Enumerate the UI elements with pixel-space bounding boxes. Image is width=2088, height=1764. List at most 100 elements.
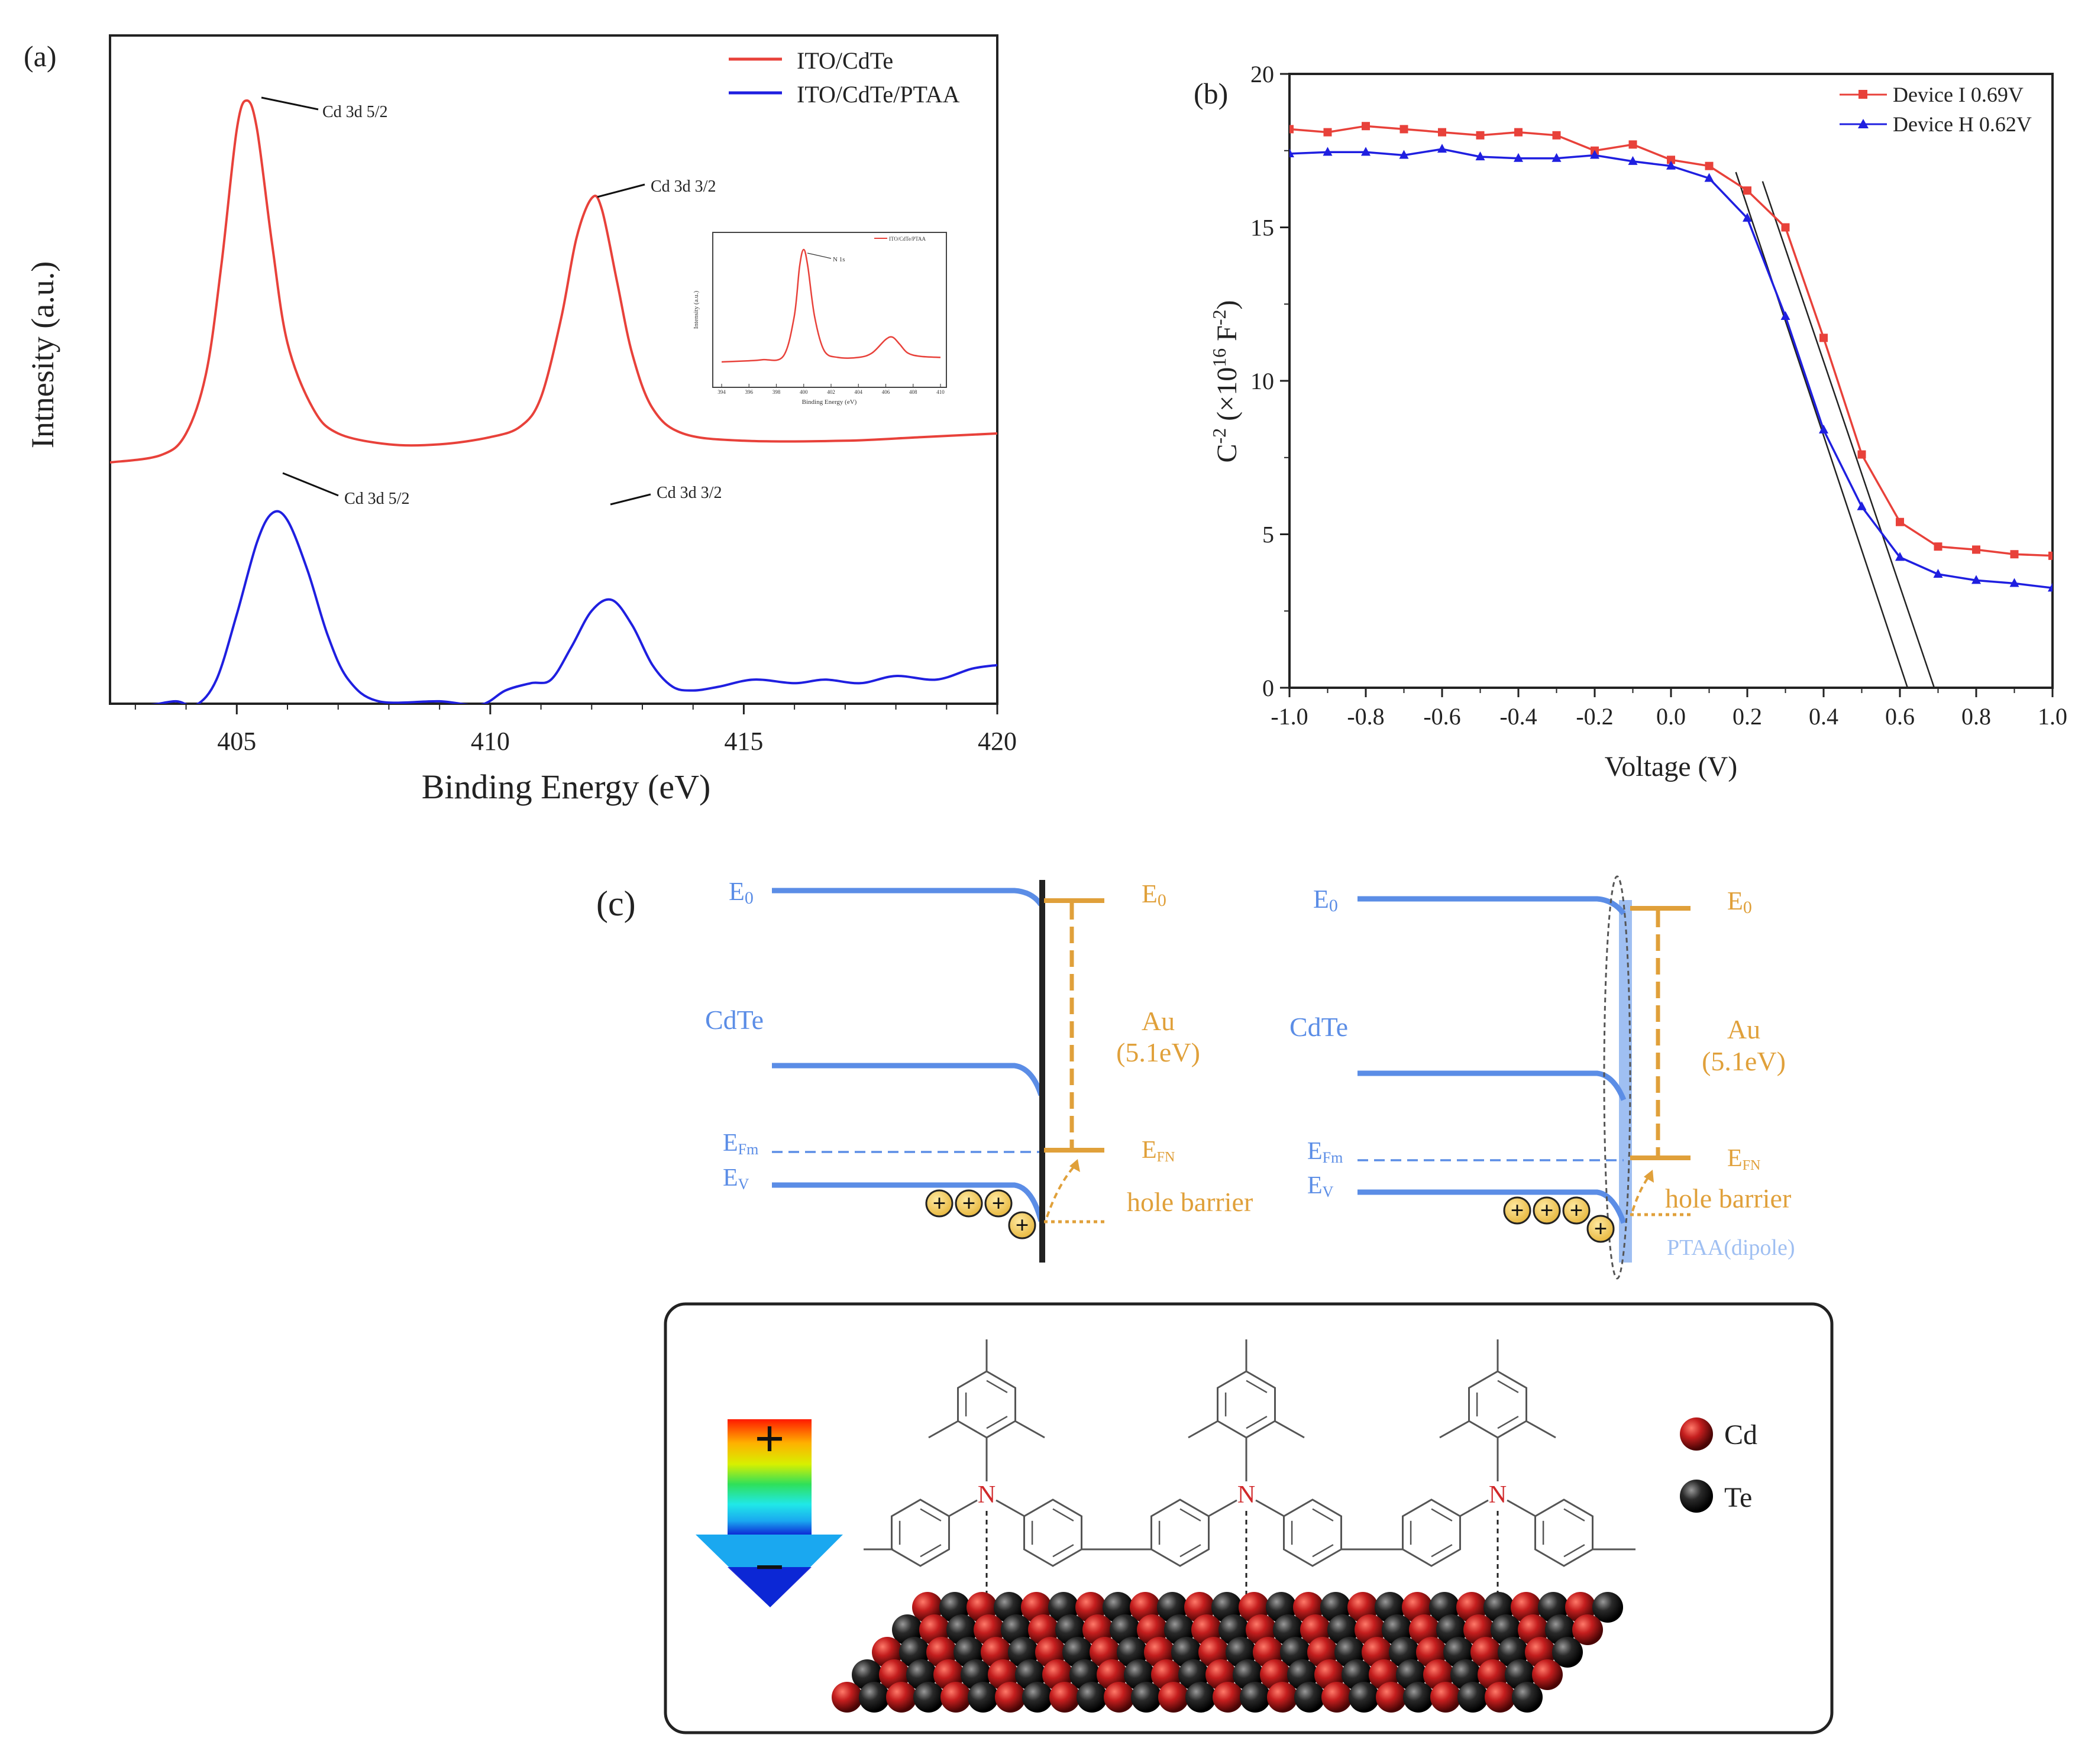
cd-atom bbox=[1049, 1682, 1080, 1713]
n-aryl-bond bbox=[1507, 1499, 1536, 1517]
te-atom bbox=[1592, 1592, 1623, 1623]
legend-device-i-label: Device I 0.69V bbox=[1893, 83, 2024, 106]
annotation-leader bbox=[261, 96, 319, 111]
holes-right: + + + + bbox=[1503, 1196, 1615, 1243]
y-tick-label-b: 10 bbox=[1250, 368, 1274, 394]
dipole-arrow-head-shade bbox=[728, 1567, 812, 1607]
au-label-left: Au bbox=[1142, 1006, 1175, 1036]
device-i-point bbox=[1781, 223, 1790, 232]
n-aryl-bond bbox=[995, 1499, 1025, 1517]
ptaa-dipole-label: PTAA(dipole) bbox=[1667, 1235, 1795, 1260]
methyl-bond bbox=[928, 1420, 959, 1439]
y-tick-label-b: 5 bbox=[1262, 522, 1274, 548]
e0-label-right-sub: 0 bbox=[1329, 896, 1338, 915]
hole-icon: + bbox=[1503, 1196, 1531, 1225]
legend-blue-label: ITO/CdTe/PTAA bbox=[797, 81, 960, 108]
n-aryl-bond bbox=[1459, 1499, 1489, 1517]
cdte-label-left: CdTe bbox=[705, 1005, 764, 1035]
device-i-point bbox=[2048, 551, 2053, 560]
device-i-point bbox=[1628, 140, 1637, 149]
band-diagram-right: E0 CdTe EFm EV E0 Au (5.1eV) EFN hole ba… bbox=[1289, 875, 1795, 1280]
inset-tick-label: 410 bbox=[936, 389, 945, 395]
device-h-point bbox=[1666, 160, 1676, 170]
cd-atom bbox=[940, 1682, 971, 1713]
y-axis-b-pow: -2 bbox=[1208, 428, 1230, 444]
x-tick-label-b: 0.2 bbox=[1733, 703, 1762, 730]
device-h-point bbox=[1289, 148, 1294, 157]
x-axis-a-title: Binding Energy (eV) bbox=[422, 768, 711, 806]
e0-label-left-main: E bbox=[729, 877, 745, 906]
cd-atom bbox=[886, 1682, 917, 1713]
dipole-arrow-shaft bbox=[728, 1419, 812, 1538]
device-i-point bbox=[1514, 128, 1523, 137]
cb-band-left bbox=[772, 1063, 1044, 1096]
te-atom bbox=[1294, 1682, 1325, 1713]
te-atom bbox=[1077, 1682, 1107, 1713]
phenyl-ring-bond bbox=[1052, 1544, 1074, 1558]
y-axis-b-unit: F bbox=[1211, 325, 1243, 348]
device-h-point bbox=[1780, 311, 1790, 321]
phenyl-ring-bond bbox=[920, 1508, 942, 1522]
te-atom bbox=[1185, 1682, 1216, 1713]
efm-label-right-main: E bbox=[1307, 1138, 1323, 1165]
phenyl-ring-bond bbox=[1052, 1508, 1074, 1522]
hole-plus: + bbox=[1594, 1215, 1608, 1242]
hole-barrier-arrow-left bbox=[1046, 1163, 1078, 1218]
device-h-point bbox=[1857, 501, 1867, 510]
inset-xlabel: Binding Energy (eV) bbox=[802, 399, 857, 406]
y-tick-label-b: 15 bbox=[1250, 215, 1274, 241]
au-wf-label-left: (5.1eV) bbox=[1116, 1037, 1200, 1067]
device-i-point bbox=[1362, 122, 1370, 131]
efm-label-right-sub: Fm bbox=[1323, 1149, 1343, 1166]
cd-atom bbox=[995, 1682, 1026, 1713]
dipole-minus: − bbox=[754, 1538, 784, 1597]
hole-plus: + bbox=[1511, 1197, 1524, 1224]
x-tick-label-a: 410 bbox=[471, 727, 510, 756]
ev-label-left-main: E bbox=[723, 1164, 738, 1192]
cd-atom bbox=[1267, 1682, 1298, 1713]
x-axis-b-title: Voltage (V) bbox=[1605, 751, 1737, 782]
cd-atom bbox=[1104, 1682, 1134, 1713]
methyl-bond bbox=[1188, 1420, 1218, 1439]
device-i-point bbox=[1743, 186, 1751, 195]
inset-n1s: 394 396 398 400 402 404 406 408 410 ITO/CdTe/PTA… bbox=[693, 232, 947, 406]
efm-label-right: EFm bbox=[1307, 1138, 1343, 1166]
inset-x-axis: 394 396 398 400 402 404 406 408 410 bbox=[717, 384, 945, 395]
cd-atom bbox=[1430, 1682, 1461, 1713]
fit-line bbox=[1761, 181, 1935, 688]
panel-c-label: (c) bbox=[596, 884, 636, 923]
efm-label-left-main: E bbox=[723, 1129, 738, 1157]
cd-atom bbox=[1158, 1682, 1189, 1713]
te-atom-legend-icon bbox=[1680, 1480, 1713, 1513]
mesityl-ring-bond bbox=[1246, 1380, 1268, 1393]
e0-label-right: E0 bbox=[1313, 885, 1338, 915]
device-h-point bbox=[1361, 147, 1371, 156]
annotation-cd3d52-blue: Cd 3d 5/2 bbox=[344, 490, 409, 508]
hole-icon: + bbox=[1586, 1215, 1615, 1243]
device-h-point bbox=[1933, 568, 1943, 578]
hole-plus: + bbox=[962, 1190, 976, 1216]
n-aryl-bond bbox=[1208, 1499, 1237, 1517]
y-axis-a-title: Intnesity (a.u.) bbox=[25, 261, 60, 448]
device-i-point bbox=[1399, 125, 1408, 134]
x-tick-label-a: 420 bbox=[978, 727, 1017, 756]
e0-label-au-right-sub: 0 bbox=[1743, 898, 1752, 917]
e0-label-au-right: E0 bbox=[1727, 886, 1752, 917]
hole-barrier-label-right: hole barrier bbox=[1665, 1183, 1791, 1213]
te-legend-label: Te bbox=[1724, 1482, 1752, 1513]
cdte-label-right: CdTe bbox=[1289, 1012, 1348, 1042]
ptaa-schematic: + − N N N Cd Te bbox=[664, 1302, 1834, 1734]
efn-label-left-sub: FN bbox=[1157, 1150, 1175, 1165]
x-tick-label-a: 415 bbox=[724, 727, 763, 756]
methyl-bond bbox=[1525, 1420, 1556, 1439]
phenyl-ring-bond bbox=[1312, 1544, 1334, 1558]
series-device-h-line bbox=[1289, 148, 2053, 590]
device-h-point bbox=[1704, 173, 1714, 182]
hole-icon: + bbox=[984, 1189, 1013, 1218]
hole-barrier-label-left: hole barrier bbox=[1127, 1187, 1253, 1217]
device-h-point bbox=[1895, 552, 1905, 561]
e0-label-au-right-main: E bbox=[1727, 886, 1743, 915]
x-axis-a: 405 410 415 420 bbox=[134, 704, 1017, 756]
hole-plus: + bbox=[933, 1190, 946, 1216]
phenyl-ring-bond bbox=[1563, 1508, 1585, 1522]
